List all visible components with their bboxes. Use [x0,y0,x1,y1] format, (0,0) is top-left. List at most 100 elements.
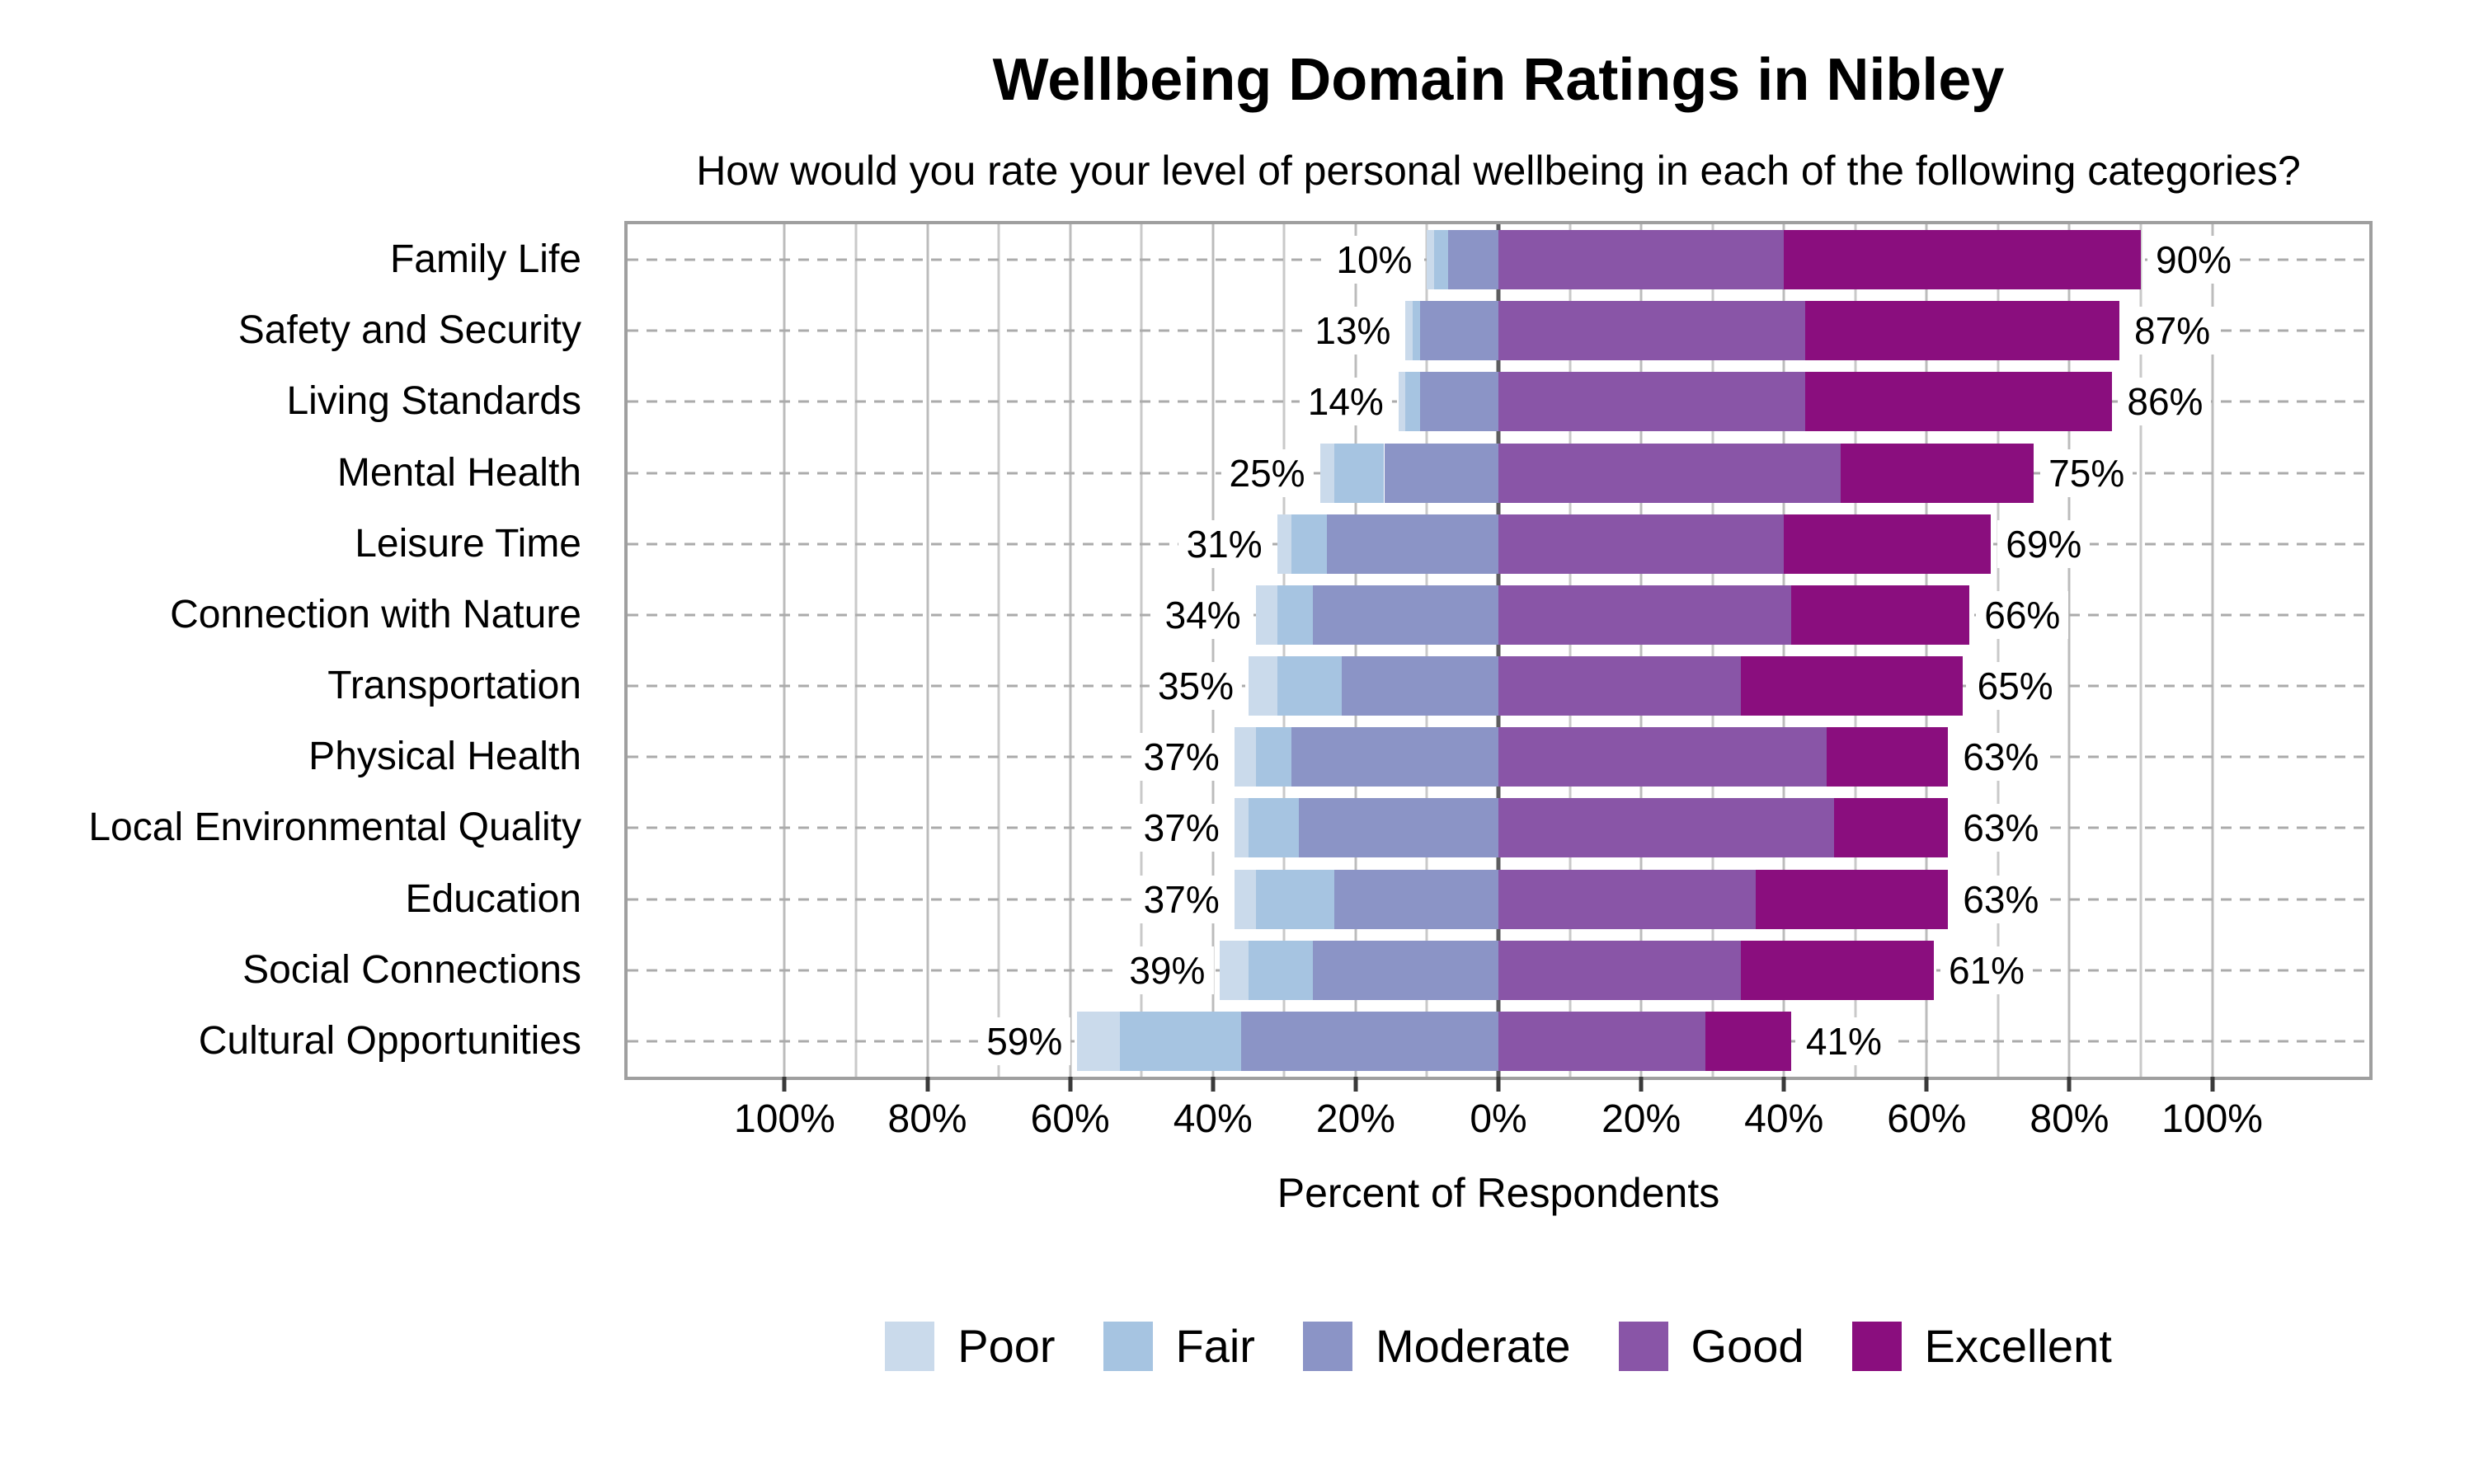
category-label: Connection with Nature [170,592,581,636]
bar-right-total-label: 69% [1997,519,2091,568]
bar-segment-moderate [1419,372,1498,432]
bar-segment-good [1498,940,1742,1000]
bar-segment-excellent [1790,585,1970,645]
legend-swatch-fair [1103,1322,1153,1371]
legend-swatch-poor [885,1322,935,1371]
axis-tick-label: 80% [887,1097,967,1141]
bar-segment-moderate [1312,940,1498,1000]
gridline [2067,224,2071,1077]
bar-left-total-label: 34% [1156,590,1249,639]
axis-tick [1068,1077,1073,1092]
plot-area: 10% 90% 13% 87% 14% 86% 25% 75% 31% 69% 34% 66% 35% 6… [624,221,2373,1080]
bar-left-total-label: 37% [1135,804,1228,852]
bar-segment-poor [1234,727,1256,787]
bar-segment-good [1498,798,1834,858]
bar-right-total-label: 63% [1954,804,2048,852]
bar-segment-fair [1255,727,1291,787]
category-label: Education [405,876,582,921]
gridline [1782,224,1785,1077]
bar-segment-excellent [1833,798,1949,858]
axis-tick [1353,1077,1358,1092]
bar-segment-good [1498,372,1806,432]
category-label: Transportation [327,664,581,708]
bar-segment-fair [1333,443,1385,503]
bar-segment-poor [1234,798,1249,858]
gridline [2211,224,2214,1077]
bar-segment-excellent [1755,869,1949,929]
axis-tick-label: 20% [1315,1097,1395,1141]
axis-tick-label: 100% [734,1097,835,1141]
gridline [1282,224,1286,1077]
gridline [1569,224,1572,1077]
bar-right-total-label: 41% [1797,1017,1890,1065]
category-label: Family Life [389,237,581,282]
bar-left-total-label: 37% [1135,875,1228,923]
bar-segment-poor [1405,301,1413,361]
bar-segment-excellent [1805,301,2120,361]
bar-segment-poor [1234,869,1256,929]
bar-segment-fair [1277,656,1342,716]
bar-segment-fair [1249,940,1313,1000]
bar-segment-fair [1255,869,1334,929]
gridline [2139,224,2142,1077]
bar-segment-moderate [1291,727,1498,787]
legend-label-good: Good [1691,1320,1804,1372]
bar-segment-good [1498,656,1742,716]
bar-segment-fair [1249,798,1299,858]
bar-left-total-label: 14% [1299,378,1392,426]
legend-label-poor: Poor [957,1320,1056,1372]
axis-tick [1781,1077,1786,1092]
bar-segment-excellent [1827,727,1949,787]
gridline [1711,224,1714,1077]
bar-right-total-label: 75% [2040,448,2133,497]
bar-segment-moderate [1241,1011,1498,1071]
legend-item-moderate: Moderate [1302,1322,1571,1371]
bar-segment-moderate [1384,443,1498,503]
bar-segment-moderate [1448,230,1498,290]
bar-right-total-label: 63% [1954,875,2048,923]
chart-title: Wellbeing Domain Ratings in Nibley [992,47,2005,113]
bar-right-total-label: 66% [1976,590,2069,639]
bar-segment-good [1498,514,1785,574]
legend-item-poor: Poor [885,1320,1056,1372]
bar-left-total-label: 59% [978,1017,1071,1065]
bar-left-total-label: 31% [1178,519,1271,568]
gridline [854,224,858,1077]
category-label: Living Standards [286,379,581,424]
gridline [1425,224,1428,1077]
category-label: Mental Health [336,450,581,495]
bar-segment-poor [1255,585,1277,645]
legend-label-fair: Fair [1175,1320,1255,1372]
axis-tick-label: 80% [2030,1097,2109,1141]
bar-segment-good [1498,1011,1706,1071]
bar-segment-poor [1427,230,1435,290]
category-label: Safety and Security [238,308,581,353]
bar-segment-good [1498,869,1756,929]
bar-segment-excellent [1741,656,1963,716]
axis-tick-label: 0% [1470,1097,1527,1141]
axis-tick [1211,1077,1216,1092]
bar-right-total-label: 86% [2119,378,2212,426]
category-label: Cultural Opportunities [198,1018,581,1063]
bar-segment-fair [1277,585,1313,645]
axis-tick [782,1077,787,1092]
bar-segment-good [1498,443,1841,503]
bar-segment-excellent [1805,372,2113,432]
bar-segment-good [1498,585,1791,645]
legend-item-good: Good [1618,1320,1804,1372]
bar-right-total-label: 65% [1968,662,2062,711]
bar-segment-moderate [1298,798,1498,858]
bar-segment-poor [1220,940,1249,1000]
axis-tick [1639,1077,1644,1092]
category-label: Social Connections [242,947,581,992]
bar-right-total-label: 87% [2126,307,2219,355]
legend-swatch-good [1618,1322,1668,1371]
bar-segment-fair [1120,1011,1242,1071]
bar-segment-poor [1319,443,1334,503]
gridline [1069,224,1072,1077]
axis-tick [1496,1077,1501,1092]
bar-segment-fair [1405,372,1420,432]
bar-segment-poor [1077,1011,1121,1071]
bar-right-total-label: 61% [1940,946,2034,994]
